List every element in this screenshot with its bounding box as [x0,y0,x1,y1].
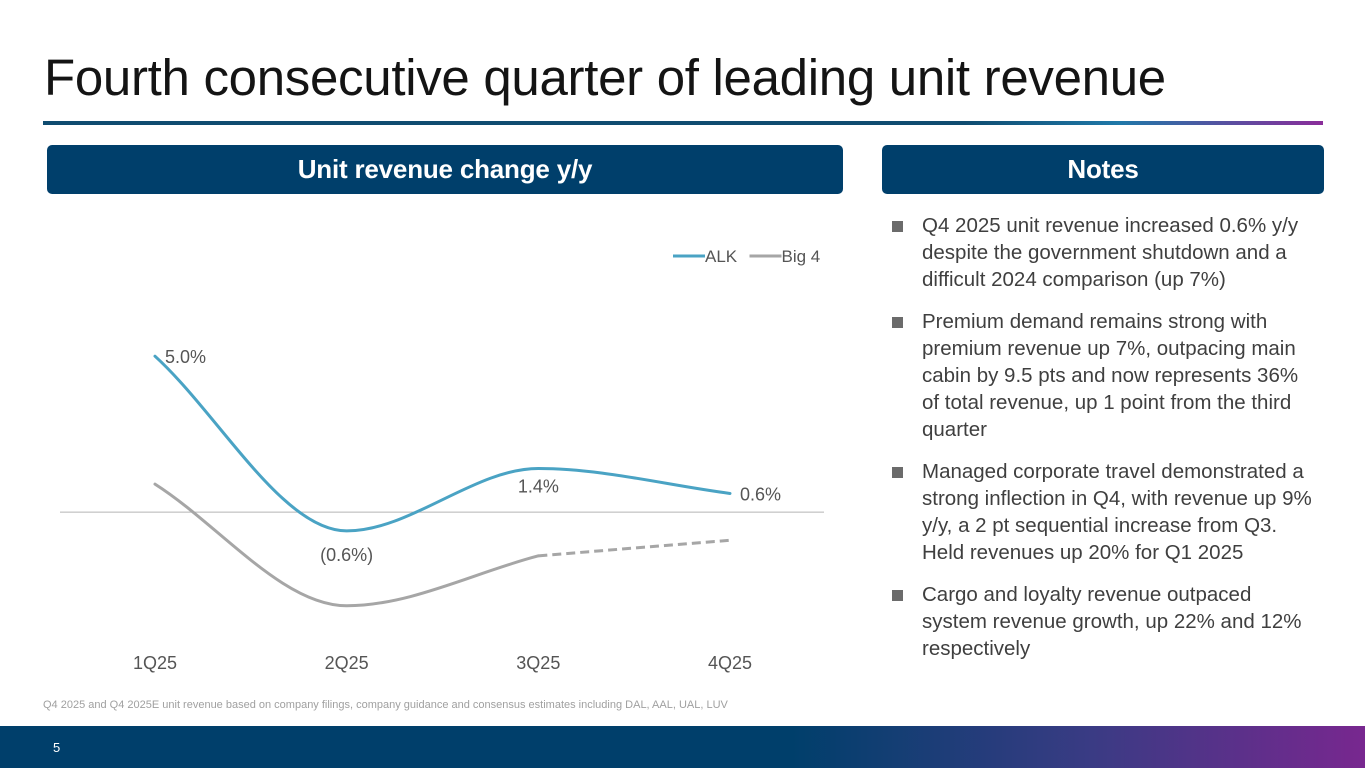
page-title: Fourth consecutive quarter of leading un… [44,49,1166,106]
notes-list: Q4 2025 unit revenue increased 0.6% y/y … [890,212,1320,677]
data-label-alk-4q25: 0.6% [740,484,781,504]
note-text: Managed corporate travel demonstrated a … [922,460,1312,564]
chart-panel-header: Unit revenue change y/y [47,145,843,194]
x-tick-label-2q25: 2Q25 [325,653,369,673]
legend-label-alk: ALK [705,247,738,266]
note-item: Premium demand remains strong with premi… [890,308,1320,443]
data-label-alk-2q25: (0.6%) [320,545,373,565]
note-text: Cargo and loyalty revenue outpaced syste… [922,583,1302,660]
note-item: Cargo and loyalty revenue outpaced syste… [890,581,1320,662]
x-tick-label-4q25: 4Q25 [708,653,752,673]
square-bullet-icon [892,317,903,328]
legend-label-big-4: Big 4 [782,247,821,266]
series-line-alk [153,354,732,533]
square-bullet-icon [892,590,903,601]
notes-panel-header: Notes [882,145,1324,194]
note-item: Managed corporate travel demonstrated a … [890,458,1320,566]
note-text: Premium demand remains strong with premi… [922,310,1299,441]
title-divider [43,121,1323,125]
footer-bar: 5 [0,726,1365,768]
chart-footnote: Q4 2025 and Q4 2025E unit revenue based … [43,699,728,711]
series-line-big-4 [153,482,540,608]
square-bullet-icon [892,221,903,232]
note-item: Q4 2025 unit revenue increased 0.6% y/y … [890,212,1320,293]
x-tick-label-3q25: 3Q25 [516,653,560,673]
page-number: 5 [53,740,61,755]
square-bullet-icon [892,467,903,478]
data-label-alk-1q25: 5.0% [165,347,206,367]
note-text: Q4 2025 unit revenue increased 0.6% y/y … [922,214,1299,291]
data-label-alk-3q25: 1.4% [518,477,559,497]
x-tick-label-1q25: 1Q25 [133,653,177,673]
series-line-big-4-estimate [538,538,731,558]
